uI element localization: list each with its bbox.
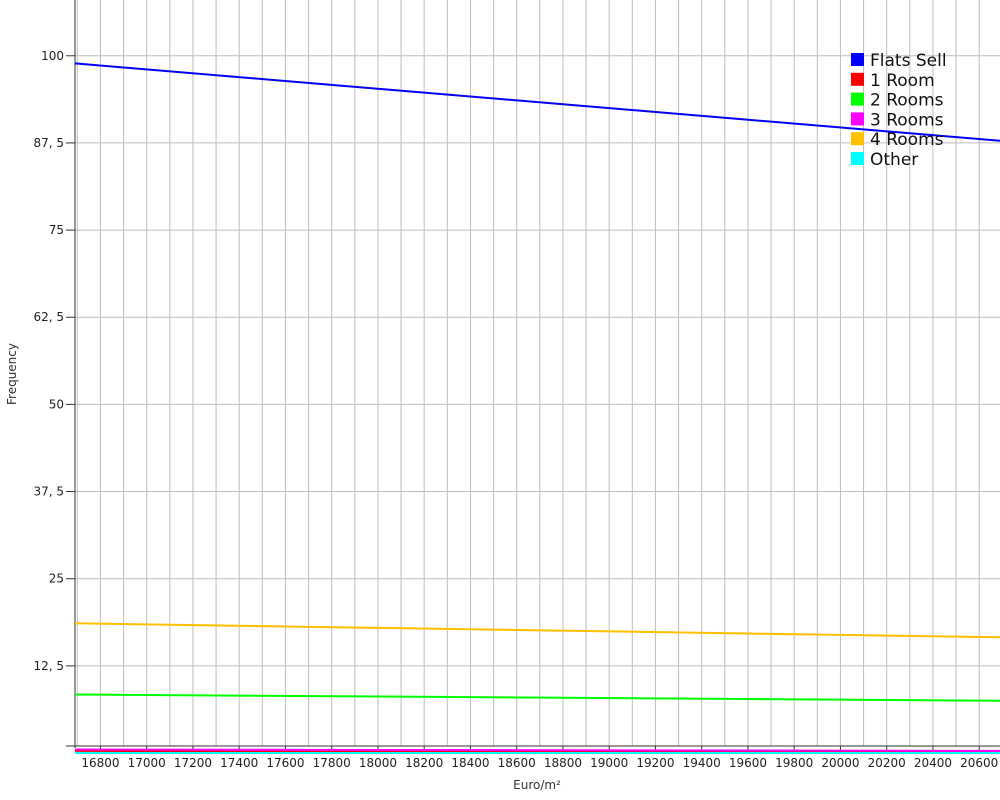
legend-swatch-2-rooms [851,92,864,106]
x-tick-label: 17800 [313,756,351,770]
legend-label-1-room: 1 Room [870,71,935,91]
x-tick-label: 18000 [359,756,397,770]
y-tick-label: 50 [49,397,64,411]
x-tick-label: 19600 [729,756,767,770]
x-tick-label: 20200 [868,756,906,770]
grid [75,0,1000,746]
x-tick-label: 18200 [405,756,443,770]
legend-swatch-3-rooms [851,112,864,126]
legend-label-2-rooms: 2 Rooms [870,91,944,111]
x-tick-label: 18400 [451,756,489,770]
y-tick-label: 62, 5 [33,310,64,324]
y-tick-label: 37, 5 [33,485,64,499]
x-tick-label: 19400 [683,756,721,770]
x-tick-label: 18600 [498,756,536,770]
legend-label-4-rooms: 4 Rooms [870,130,944,150]
y-tick-labels: 12, 5 25 37, 5 50 62, 5 75 87, 5 100 [33,49,75,673]
y-tick-label: 75 [49,223,64,237]
x-tick-label: 17200 [174,756,212,770]
x-tick-label: 20600 [960,756,998,770]
legend-label-flats-sell: Flats Sell [870,51,947,71]
x-tick-label: 19000 [590,756,628,770]
x-tick-label: 17600 [266,756,304,770]
x-tick-label: 16800 [81,756,119,770]
series-line-4-rooms [74,622,1000,639]
x-tick-label: 19800 [775,756,813,770]
legend-swatch-other [851,152,864,165]
y-tick-label: 12, 5 [33,659,64,673]
legend-swatch-4-rooms [851,132,864,146]
x-tick-label: 17000 [128,756,166,770]
series-line-flats-sell [74,62,1000,142]
series-line-3-rooms [74,748,1000,752]
legend-label-3-rooms: 3 Rooms [870,110,944,130]
y-tick-label: 25 [49,572,64,586]
x-tick-labels: 16800 17000 17200 17400 17600 17800 18000 18200… [81,746,998,770]
series-lines [74,62,1000,754]
x-axis-title: Euro/m² [513,778,561,792]
series-line-2-rooms [74,693,1000,702]
legend-swatch-flats-sell [851,53,864,66]
y-axis-title: Frequency [5,343,19,405]
y-tick-label: 87, 5 [33,136,64,150]
x-tick-label: 20400 [914,756,952,770]
x-tick-label: 17400 [220,756,258,770]
y-tick-label: 100 [41,49,64,63]
legend-label-other: Other [870,150,918,170]
x-tick-label: 18800 [544,756,582,770]
x-tick-label: 19200 [636,756,674,770]
x-tick-label: 20000 [821,756,859,770]
legend-swatch-1-room [851,72,864,86]
